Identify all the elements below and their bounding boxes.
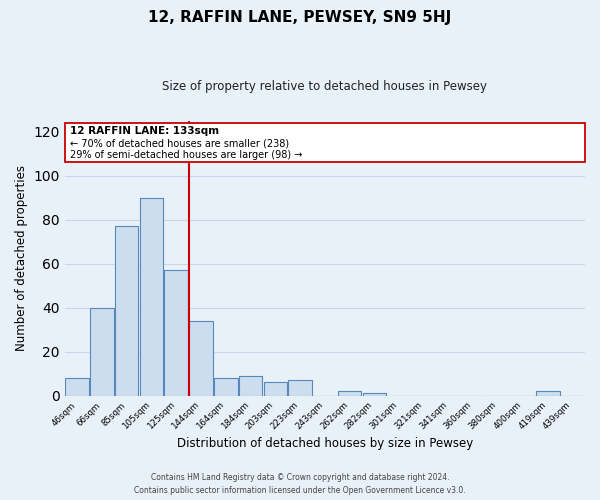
Bar (536, 391, 560, 396)
Bar (362, 394, 386, 396)
Bar (263, 382, 287, 396)
Bar (65, 378, 89, 396)
Text: ← 70% of detached houses are smaller (238): ← 70% of detached houses are smaller (23… (70, 138, 289, 148)
Bar (90, 308, 114, 396)
Bar (338, 391, 361, 396)
Bar (289, 380, 312, 396)
Bar (239, 376, 262, 396)
Text: 12 RAFFIN LANE: 133sqm: 12 RAFFIN LANE: 133sqm (70, 126, 219, 136)
Text: 29% of semi-detached houses are larger (98) →: 29% of semi-detached houses are larger (… (70, 150, 302, 160)
X-axis label: Distribution of detached houses by size in Pewsey: Distribution of detached houses by size … (177, 437, 473, 450)
Bar (189, 321, 213, 396)
FancyBboxPatch shape (65, 123, 585, 162)
Y-axis label: Number of detached properties: Number of detached properties (15, 165, 28, 351)
Bar (140, 198, 163, 396)
Bar (164, 270, 188, 396)
Bar (115, 226, 139, 396)
Title: Size of property relative to detached houses in Pewsey: Size of property relative to detached ho… (163, 80, 487, 93)
Bar (214, 378, 238, 396)
Text: Contains HM Land Registry data © Crown copyright and database right 2024.
Contai: Contains HM Land Registry data © Crown c… (134, 474, 466, 495)
Text: 12, RAFFIN LANE, PEWSEY, SN9 5HJ: 12, RAFFIN LANE, PEWSEY, SN9 5HJ (148, 10, 452, 25)
